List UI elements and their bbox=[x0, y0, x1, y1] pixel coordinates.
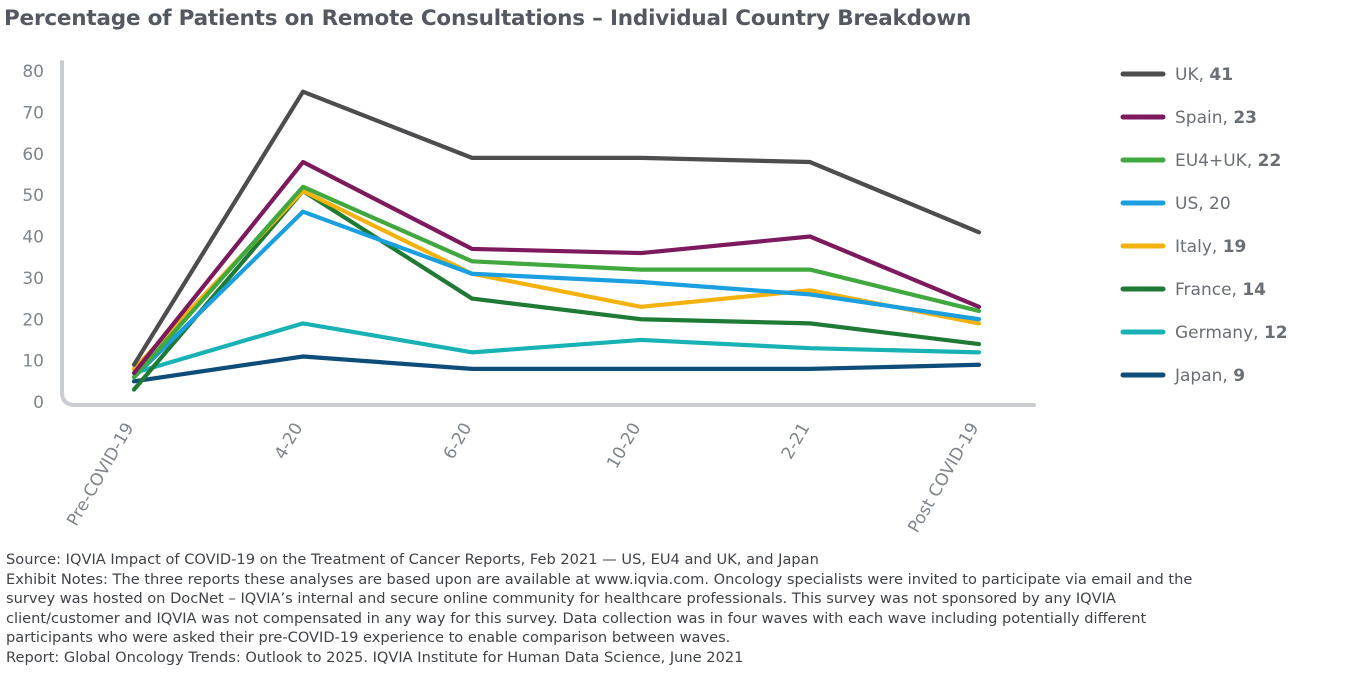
series-line-japan bbox=[131, 354, 982, 384]
x-tick-label: 4-20 bbox=[271, 420, 308, 463]
x-tick-label: 6-20 bbox=[440, 420, 477, 463]
y-tick-label: 60 bbox=[22, 145, 44, 165]
series-line-us bbox=[131, 209, 982, 380]
legend-label-germany: Germany, 12 bbox=[1175, 323, 1288, 343]
series-line-uk bbox=[131, 89, 982, 367]
legend-label-uk: UK, 41 bbox=[1175, 65, 1233, 85]
series-line-eu4-uk bbox=[131, 184, 982, 380]
y-tick-label: 50 bbox=[22, 186, 44, 206]
footnotes: Source: IQVIA Impact of COVID-19 on the … bbox=[6, 550, 1350, 667]
y-tick-label: 70 bbox=[22, 103, 44, 123]
legend-label-france: France, 14 bbox=[1175, 280, 1266, 300]
exhibit-note-line: participants who were asked their pre-CO… bbox=[6, 629, 731, 646]
line-chart: 0 10 20 30 40 50 60 70 80 Pre-COVID-19 4-20 6-20 10… bbox=[22, 60, 1288, 537]
exhibit-note-line: Exhibit Notes: The three reports these a… bbox=[6, 570, 1193, 588]
source-note: Source: IQVIA Impact of COVID-19 on the … bbox=[6, 551, 819, 568]
x-tick-label: Pre-COVID-19 bbox=[63, 420, 138, 530]
chart-axes bbox=[60, 60, 1036, 407]
series-lines bbox=[131, 89, 982, 392]
legend: UK, 41 Spain, 23 EU4+UK, 22 US, 20 Italy, 19… bbox=[1120, 65, 1288, 386]
chart-title: Percentage of Patients on Remote Consult… bbox=[4, 6, 972, 31]
legend-label-italy: Italy, 19 bbox=[1175, 237, 1246, 257]
y-tick-label: 30 bbox=[22, 269, 44, 289]
series-line-germany bbox=[131, 321, 982, 376]
series-line-spain bbox=[131, 159, 982, 376]
y-tick-label: 0 bbox=[33, 393, 44, 413]
exhibit-note-line: survey was hosted on DocNet – IQVIA’s in… bbox=[6, 590, 1116, 607]
y-tick-label: 20 bbox=[22, 310, 44, 330]
series-line-france bbox=[131, 188, 982, 392]
y-tick-label: 80 bbox=[22, 62, 44, 82]
x-tick-label: 2-21 bbox=[778, 420, 815, 463]
x-tick-label: 10-20 bbox=[603, 420, 645, 473]
exhibit-note-line: client/customer and IQVIA was not compen… bbox=[6, 609, 1147, 627]
legend-label-us: US, 20 bbox=[1175, 194, 1231, 214]
legend-label-eu4-uk: EU4+UK, 22 bbox=[1175, 151, 1281, 171]
axis-line bbox=[60, 60, 1036, 407]
y-tick-label: 10 bbox=[22, 352, 44, 372]
y-tick-label: 40 bbox=[22, 228, 44, 248]
y-axis-ticks: 0 10 20 30 40 50 60 70 80 bbox=[22, 62, 44, 413]
x-tick-label: Post COVID-19 bbox=[904, 420, 983, 537]
x-axis-ticks: Pre-COVID-19 4-20 6-20 10-20 2-21 Post COVID-… bbox=[63, 420, 983, 537]
legend-label-japan: Japan, 9 bbox=[1174, 366, 1245, 386]
report-note: Report: Global Oncology Trends: Outlook … bbox=[6, 648, 744, 666]
legend-label-spain: Spain, 23 bbox=[1175, 108, 1257, 128]
